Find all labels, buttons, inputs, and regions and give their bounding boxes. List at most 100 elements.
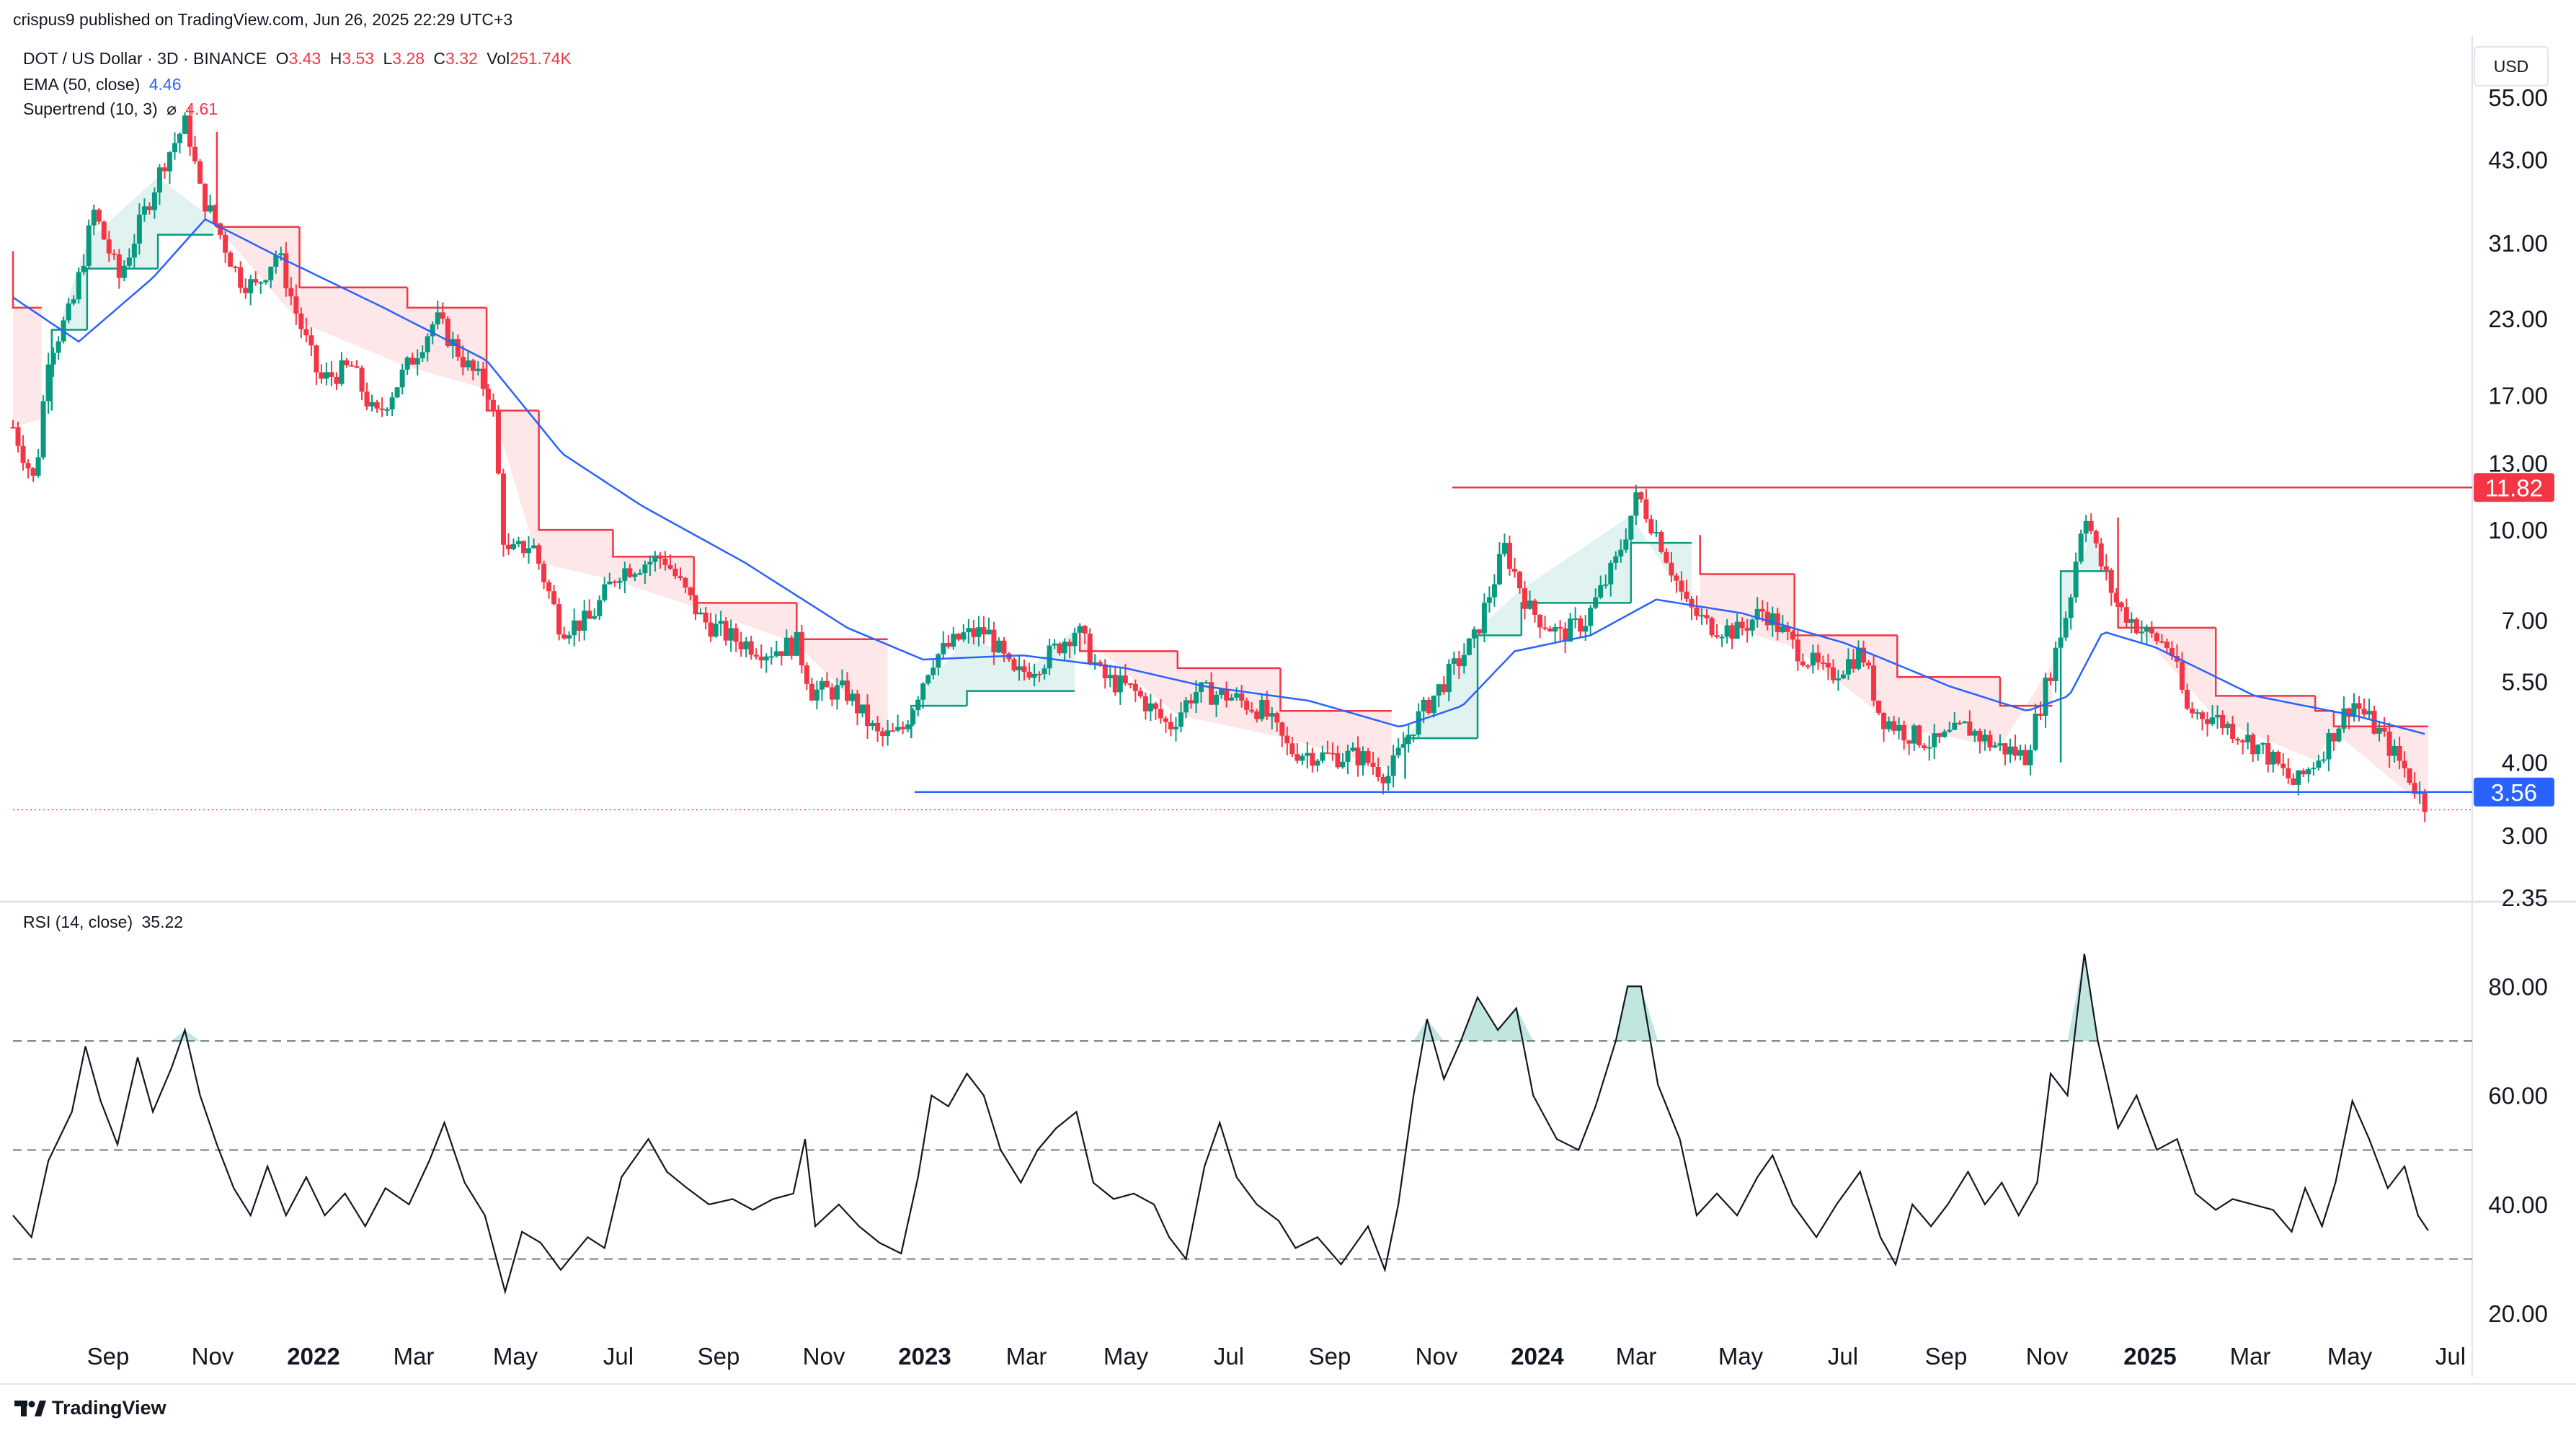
candle-body (1962, 722, 1968, 724)
candle-body (2103, 566, 2109, 570)
candle-body (354, 366, 360, 368)
candle-body (2245, 735, 2251, 742)
candle-body (1947, 729, 1953, 732)
candle-body (2296, 770, 2301, 785)
candle-body (500, 473, 506, 545)
hidden-icon[interactable]: ⌀ (166, 99, 177, 118)
candle-body (334, 376, 339, 384)
supertrend-band (1478, 589, 1522, 739)
ema-legend[interactable]: EMA (50, close) 4.46 (23, 75, 186, 94)
close-label: C3.32 (433, 49, 478, 68)
candle-body (824, 680, 830, 688)
candle-body (1906, 740, 1912, 744)
candle-body (1532, 600, 1538, 615)
supertrend-legend[interactable]: Supertrend (10, 3) ⌀ 4.61 (23, 99, 222, 119)
candle-body (1527, 600, 1533, 609)
time-tick-label: May (493, 1343, 538, 1370)
candle-body (1542, 627, 1548, 629)
candle-body (2159, 641, 2164, 643)
currency-button[interactable]: USD (2474, 46, 2549, 86)
candle-body (2361, 709, 2367, 715)
candle-body (253, 279, 259, 283)
candle-body (1224, 688, 1230, 701)
candle-body (1137, 691, 1143, 696)
supertrend-segment (1896, 635, 2000, 678)
candle-body (1365, 751, 1371, 763)
candle-body (2235, 738, 2241, 741)
symbol-label[interactable]: DOT / US Dollar · 3D · BINANCE (23, 49, 267, 68)
candle-body (587, 611, 592, 619)
candle-body (627, 568, 633, 577)
candle-body (131, 243, 137, 258)
candle-body (126, 257, 132, 266)
candle-body (612, 581, 618, 583)
time-tick-label: Mar (2230, 1343, 2271, 1370)
candle-body (956, 634, 961, 640)
candle-body (1209, 682, 1214, 705)
candle-body (203, 183, 208, 212)
candle-body (1310, 753, 1315, 766)
candle-body (834, 685, 840, 700)
rsi-overbought-fill (1627, 986, 1641, 1042)
candle-body (1917, 725, 1922, 745)
candle-body (20, 445, 26, 463)
candle-body (1461, 655, 1467, 667)
candle-body (1992, 745, 1998, 747)
supertrend-band (1630, 515, 1692, 611)
supertrend-segment (1630, 541, 1692, 603)
candle-body (440, 312, 445, 319)
rsi-overbought-fill (1498, 1008, 1516, 1042)
candle-body (1506, 543, 1512, 569)
candle-body (268, 267, 274, 280)
candle-body (1481, 603, 1487, 634)
candle-body (561, 634, 567, 639)
candle-body (1729, 625, 1735, 639)
rsi-tick-label: 20.00 (2488, 1300, 2548, 1327)
time-tick-label: 2023 (898, 1343, 951, 1370)
supertrend-band (538, 410, 613, 580)
supertrend-band (911, 634, 967, 739)
candle-body (1674, 575, 1679, 581)
supertrend-segment (485, 307, 539, 412)
candle-body (1320, 752, 1325, 761)
supertrend-fill (13, 131, 2428, 810)
supertrend-segment (406, 287, 487, 309)
candle-body (1168, 722, 1173, 729)
candle-body (1370, 763, 1376, 767)
supertrend-segment (12, 251, 42, 309)
candle-body (991, 629, 997, 652)
supertrend-segment (966, 690, 1031, 706)
candle-body (2078, 533, 2084, 562)
candle-body (1866, 662, 1872, 666)
candle-body (536, 545, 542, 564)
candle-body (1072, 632, 1078, 647)
candle-body (1603, 584, 1609, 586)
candle-body (1856, 647, 1862, 669)
candle-body (2154, 633, 2159, 642)
time-tick-label: May (1103, 1343, 1149, 1370)
candle-body (2381, 728, 2387, 732)
candle-body (1057, 643, 1062, 654)
candle-body (1183, 700, 1189, 713)
candle-body (141, 206, 147, 215)
candle-body (748, 641, 754, 655)
candle-body (804, 665, 809, 684)
candle-body (870, 722, 876, 727)
rsi-legend[interactable]: RSI (14, close) 35.22 (23, 913, 187, 932)
candle-body (1932, 733, 1937, 747)
candle-body (1845, 659, 1851, 675)
price-tick-label: 55.00 (2488, 84, 2548, 111)
candle-body (1436, 684, 1442, 696)
supertrend-band (967, 634, 1031, 706)
candle-body (243, 288, 249, 293)
candle-body (617, 580, 623, 583)
candle-body (2215, 714, 2221, 718)
supertrend-segment (1699, 535, 1795, 575)
candle-body (602, 584, 608, 600)
candle-body (2291, 778, 2296, 785)
time-tick-label: Sep (87, 1343, 130, 1370)
candle-body (1411, 734, 1416, 736)
candle-body (971, 628, 977, 637)
candle-body (2184, 689, 2190, 709)
candle-body (819, 680, 825, 690)
